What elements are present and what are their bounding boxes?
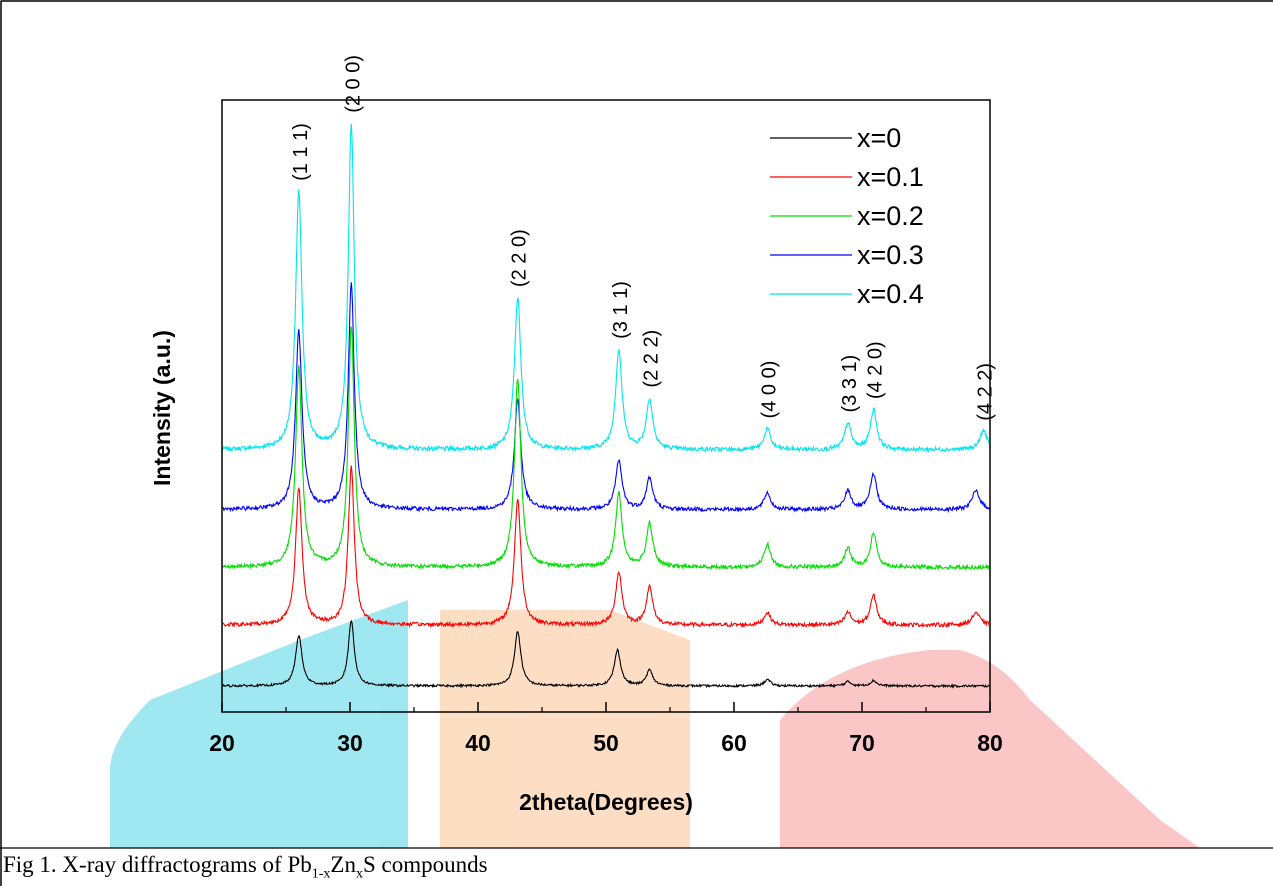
- y-axis-label: Intensity (a.u.): [149, 330, 175, 486]
- legend: x=0 x=0.1 x=0.2 x=0.3 x=0.4: [770, 123, 924, 309]
- series-line-x-0-2: [221, 326, 991, 571]
- legend-label: x=0: [857, 123, 901, 153]
- peak-label: (4 2 2): [975, 363, 997, 421]
- x-tick-label: 60: [721, 730, 747, 756]
- caption-prefix: Fig 1. X-ray diffractograms of: [3, 852, 288, 877]
- legend-label: x=0.2: [857, 201, 924, 231]
- formula-s: S: [362, 852, 376, 877]
- formula-pb-subscript: 1-x: [311, 866, 331, 882]
- figure-caption: Fig 1. X-ray diffractograms of Pb1-xZnxS…: [3, 852, 488, 883]
- peak-label: (1 1 1): [290, 123, 312, 181]
- peak-label: (2 0 0): [342, 55, 364, 113]
- series-line-x-0: [222, 619, 991, 689]
- legend-label: x=0.4: [857, 279, 924, 309]
- x-tick-label: 30: [337, 730, 363, 756]
- x-tick-label: 20: [209, 730, 235, 756]
- series-line-x-0-1: [221, 465, 991, 629]
- series-line-x-0-4: [221, 123, 991, 454]
- peak-label: (4 2 0): [865, 341, 887, 399]
- background-watermark: [110, 600, 1200, 848]
- peak-label: (3 1 1): [610, 281, 632, 339]
- formula-zn: Zn: [330, 852, 356, 877]
- caption-suffix: compounds: [375, 852, 488, 877]
- x-axis-label: 2theta(Degrees): [519, 789, 693, 815]
- x-tick-label: 40: [465, 730, 491, 756]
- formula-zn-subscript: x: [355, 866, 363, 882]
- x-tick-label: 70: [849, 730, 875, 756]
- x-axis-ticks: 20 30 40 50 60 70 80: [209, 702, 1003, 756]
- x-tick-label: 50: [593, 730, 619, 756]
- series-layer: [221, 123, 991, 689]
- peak-label: (2 2 0): [509, 229, 531, 287]
- peak-annotations: (1 1 1) (2 0 0) (2 2 0) (3 1 1) (2 2 2) (4 0 …: [290, 55, 997, 421]
- peak-label: (2 2 2): [641, 330, 663, 388]
- xrd-chart: (1 1 1) (2 0 0) (2 2 0) (3 1 1) (2 2 2) (4 0 …: [149, 55, 1003, 815]
- series-line-x-0-3: [221, 282, 991, 513]
- peak-label: (3 3 1): [839, 355, 861, 413]
- legend-label: x=0.1: [857, 162, 924, 192]
- peak-label: (4 0 0): [758, 361, 780, 419]
- watermark-shape-cyan: [110, 600, 408, 848]
- formula-pb: Pb: [287, 852, 312, 877]
- watermark-shape-orange: [440, 610, 690, 848]
- legend-label: x=0.3: [857, 240, 924, 270]
- watermark-shape-red: [780, 650, 1200, 848]
- x-tick-label: 80: [977, 730, 1003, 756]
